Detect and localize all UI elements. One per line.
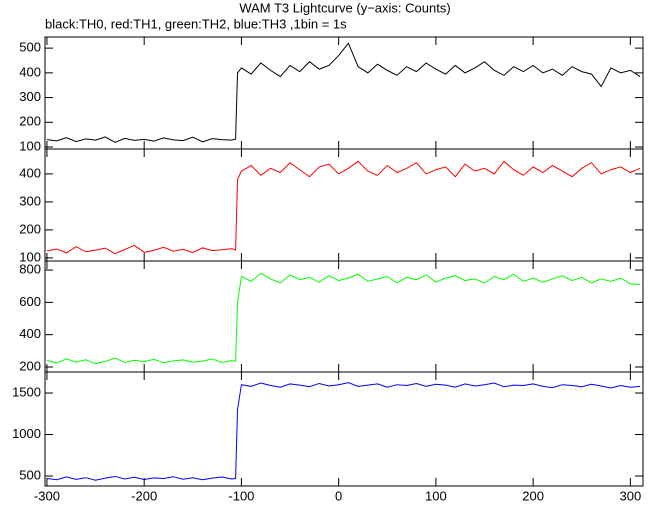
y-tick-label: 100 bbox=[19, 249, 41, 264]
y-tick-label: 600 bbox=[19, 294, 41, 309]
x-tick-label: 200 bbox=[522, 488, 544, 503]
y-tick-label: 500 bbox=[19, 40, 41, 55]
x-tick-label: -200 bbox=[131, 488, 157, 503]
y-tick-label: 1500 bbox=[12, 384, 41, 399]
x-tick-label: 100 bbox=[425, 488, 447, 503]
y-tick-label: 1000 bbox=[12, 426, 41, 441]
light-curve bbox=[46, 42, 641, 143]
chart-title: WAM T3 Lightcurve (y−axis: Counts) bbox=[239, 0, 450, 15]
x-tick-label: -300 bbox=[34, 488, 60, 503]
panel-frame bbox=[44, 260, 644, 373]
y-tick-label: 200 bbox=[19, 358, 41, 373]
x-tick-label: 300 bbox=[620, 488, 642, 503]
y-tick-label: 200 bbox=[19, 114, 41, 129]
x-tick-label: 0 bbox=[335, 488, 342, 503]
y-tick-label: 100 bbox=[19, 138, 41, 153]
y-tick-label: 400 bbox=[19, 326, 41, 341]
y-tick-label: 400 bbox=[19, 165, 41, 180]
y-tick-label: 800 bbox=[19, 261, 41, 276]
chart-subtitle: black:TH0, red:TH1, green:TH2, blue:TH3 … bbox=[45, 16, 347, 31]
y-tick-label: 200 bbox=[19, 221, 41, 236]
light-curve bbox=[46, 272, 641, 365]
y-tick-label: 300 bbox=[19, 89, 41, 104]
y-tick-label: 300 bbox=[19, 193, 41, 208]
x-tick-label: -100 bbox=[228, 488, 254, 503]
panel-frame bbox=[44, 371, 644, 487]
light-curve bbox=[46, 382, 641, 481]
y-tick-label: 500 bbox=[19, 467, 41, 482]
panel-frame bbox=[44, 36, 644, 150]
light-curve bbox=[46, 160, 641, 255]
y-tick-label: 400 bbox=[19, 64, 41, 79]
